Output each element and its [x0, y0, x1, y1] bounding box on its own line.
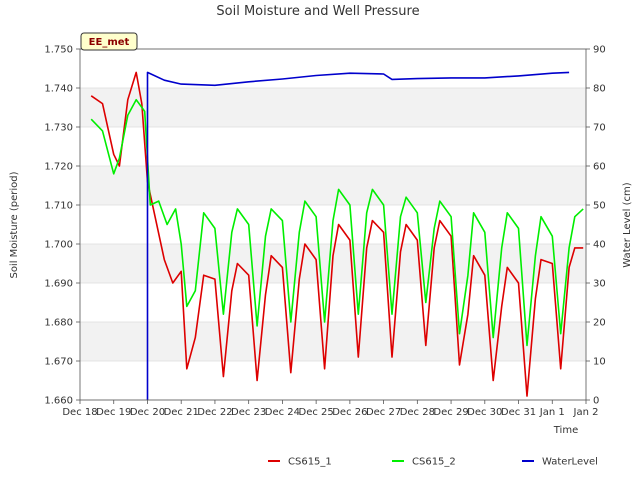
x-tick-label: Dec 21: [164, 407, 199, 418]
y2-tick-label: 90: [593, 45, 606, 56]
y2-tick-label: 50: [593, 201, 606, 212]
y-tick-label: 1.720: [44, 162, 73, 173]
legend-label-waterlevel: WaterLevel: [542, 457, 598, 468]
y-tick-label: 1.750: [44, 45, 73, 56]
y-tick-label: 1.690: [44, 279, 73, 290]
series-layer: [90, 71, 584, 400]
station-badge-box: [80, 32, 138, 51]
chart-title: Soil Moisture and Well Pressure: [216, 4, 419, 19]
y2-axis-title: Water Level (cm): [622, 182, 633, 267]
x-tick-label: Jan 1: [539, 407, 565, 418]
y-tick-label: 1.670: [44, 357, 73, 368]
x-tick-label: Dec 19: [96, 407, 131, 418]
station-badge: EE_met: [80, 32, 138, 51]
y-tick-label: 1.700: [44, 240, 73, 251]
y-tick-label: 1.730: [44, 123, 73, 134]
x-tick-label: Dec 31: [501, 407, 536, 418]
y2-axis-ticks: 0 10 20 30 40 50 60 70 80 90: [586, 45, 606, 407]
station-badge-label: EE_met: [89, 37, 130, 48]
y2-tick-label: 70: [593, 123, 606, 134]
plot-band: [80, 322, 586, 361]
y2-tick-label: 60: [593, 162, 606, 173]
y2-tick-label: 0: [593, 396, 599, 407]
plot-band: [80, 166, 586, 205]
x-tick-label: Dec 23: [231, 407, 266, 418]
x-tick-label: Dec 29: [433, 407, 468, 418]
y-tick-label: 1.740: [44, 84, 73, 95]
x-tick-label: Dec 18: [62, 407, 97, 418]
y-tick-label: 1.710: [44, 201, 73, 212]
y2-tick-label: 80: [593, 84, 606, 95]
legend: CS615_1 CS615_2 WaterLevel: [268, 457, 598, 468]
x-tick-label: Dec 28: [400, 407, 435, 418]
x-tick-label: Dec 26: [332, 407, 367, 418]
series-line-cs615-1: [90, 71, 584, 397]
y-tick-label: 1.660: [44, 396, 73, 407]
y2-tick-label: 30: [593, 279, 606, 290]
x-tick-label: Dec 30: [467, 407, 502, 418]
x-tick-label: Dec 27: [366, 407, 401, 418]
y2-tick-label: 20: [593, 318, 606, 329]
series-line-cs615-2: [90, 98, 584, 347]
legend-label-cs615-2: CS615_2: [412, 457, 456, 468]
x-tick-label: Dec 24: [265, 407, 300, 418]
x-tick-label: Jan 2: [573, 407, 599, 418]
series-line-waterlevel: [146, 71, 570, 400]
y-tick-label: 1.680: [44, 318, 73, 329]
legend-label-cs615-1: CS615_1: [288, 457, 332, 468]
x-tick-label: Dec 22: [197, 407, 232, 418]
y2-tick-label: 40: [593, 240, 606, 251]
x-axis-title: Time: [553, 425, 578, 436]
y-axis-ticks: 1.660 1.670 1.680 1.690 1.700 1.710 1.720 1.730…: [44, 45, 80, 407]
plot-band: [80, 88, 586, 127]
y2-tick-label: 10: [593, 357, 606, 368]
x-tick-label: Dec 20: [130, 407, 165, 418]
plot-frame: [79, 48, 587, 401]
x-tick-label: Dec 25: [299, 407, 334, 418]
y-axis-title: Soil Moisture (period): [9, 171, 20, 278]
